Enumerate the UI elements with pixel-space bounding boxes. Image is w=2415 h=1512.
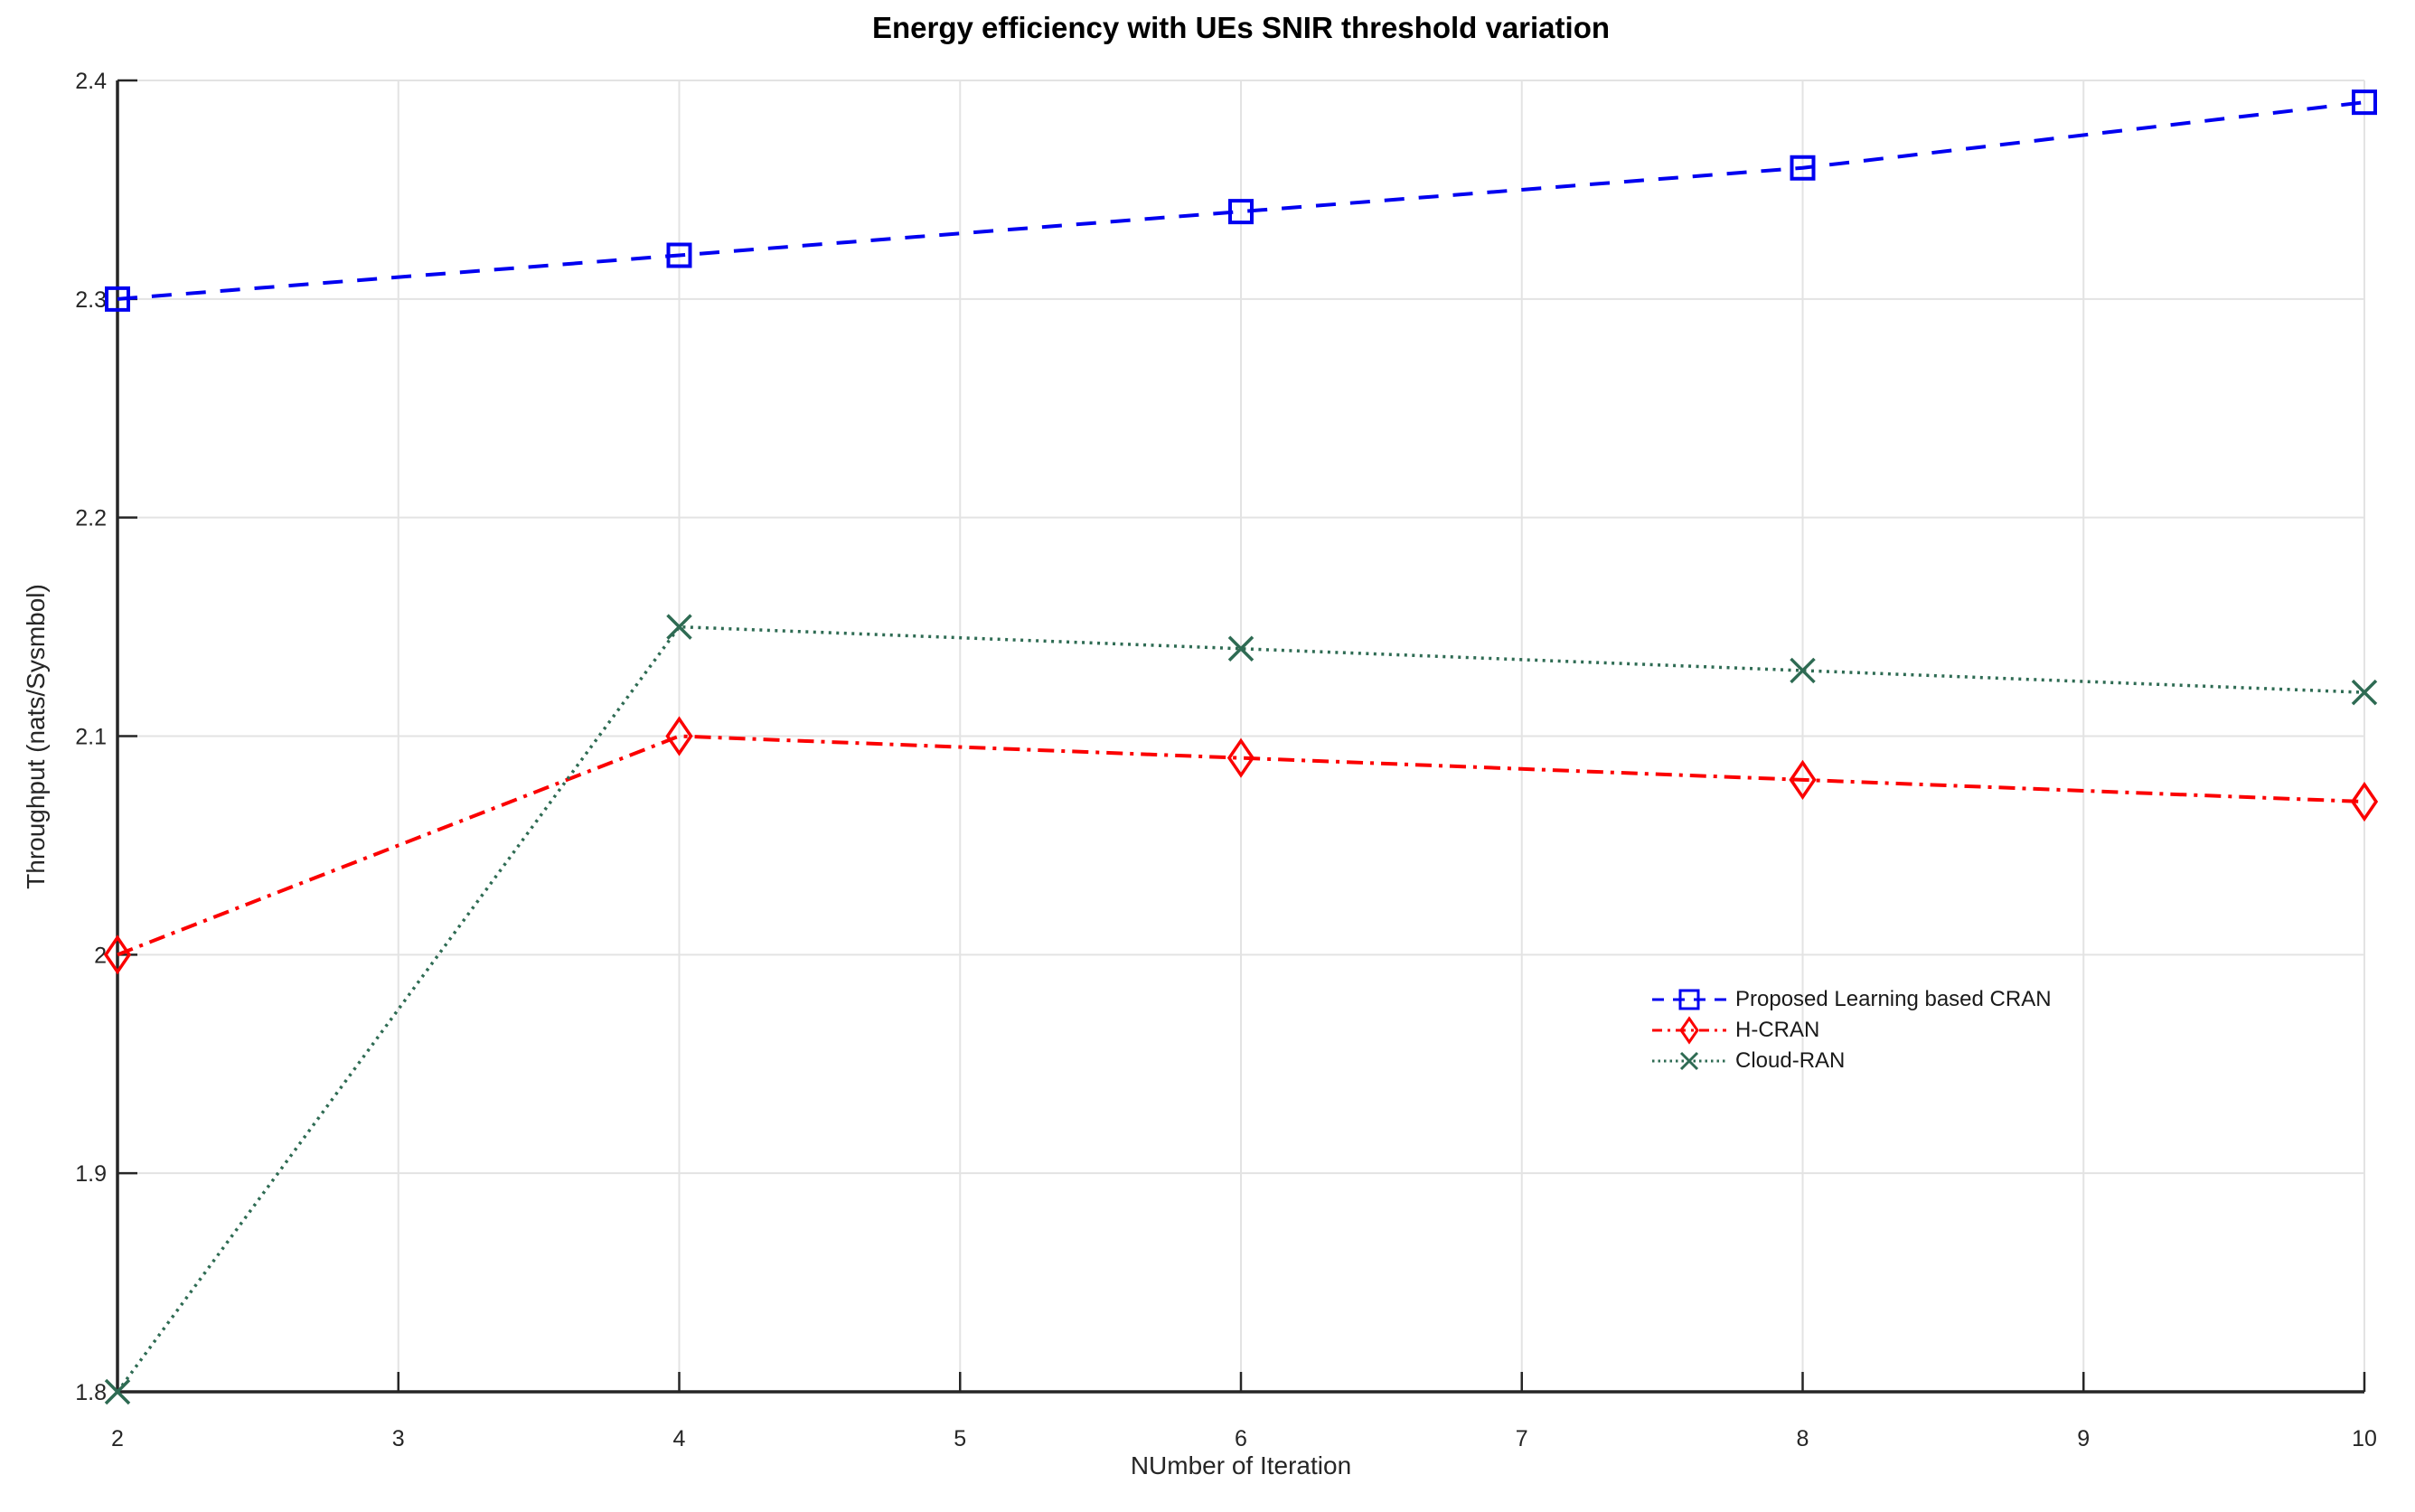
x-tick-label: 6 xyxy=(1235,1426,1247,1451)
legend-sample-proposed-cran xyxy=(1652,989,1726,1010)
marker-x xyxy=(666,614,692,640)
x-axis-label: NUmber of Iteration xyxy=(1130,1451,1352,1479)
x-tick-label: 4 xyxy=(673,1426,686,1451)
x-tick-label: 8 xyxy=(1797,1426,1809,1451)
x-tick-label: 5 xyxy=(954,1426,966,1451)
y-tick-label: 1.9 xyxy=(75,1161,107,1187)
legend-label: Proposed Learning based CRAN xyxy=(1735,987,2052,1011)
legend-sample-marker-diamond xyxy=(1679,1016,1699,1045)
series-line-diamond xyxy=(117,734,2365,957)
marker-diamond xyxy=(1789,759,1817,800)
y-tick-label: 2.1 xyxy=(75,725,107,750)
y-tick-label: 2 xyxy=(94,943,107,968)
x-tick-label: 2 xyxy=(111,1426,124,1451)
marker-x xyxy=(2351,679,2378,706)
x-tick-label: 3 xyxy=(392,1426,405,1451)
marker-square xyxy=(666,242,692,268)
marker-x xyxy=(1790,657,1816,684)
marker-x xyxy=(1227,635,1254,662)
legend-sample-marker-square xyxy=(1678,989,1700,1010)
chart-title: Energy efficiency with UEs SNIR threshol… xyxy=(871,11,1611,44)
marker-square xyxy=(1228,199,1254,225)
legend: Proposed Learning based CRAN H-CRAN Clou… xyxy=(1650,984,2052,1076)
marker-x xyxy=(104,1378,131,1405)
y-tick-label: 2.3 xyxy=(75,287,107,313)
y-axis-label: Throughput (nats/Sysmbol) xyxy=(22,584,50,889)
legend-label: H-CRAN xyxy=(1735,1018,1820,1042)
legend-row: H-CRAN xyxy=(1650,1015,2052,1046)
x-tick-label: 9 xyxy=(2077,1426,2090,1451)
marker-square xyxy=(105,286,130,312)
legend-label: Cloud-RAN xyxy=(1735,1048,1846,1073)
marker-square xyxy=(2352,89,2377,116)
marker-diamond xyxy=(665,716,693,756)
y-tick-label: 1.8 xyxy=(75,1380,107,1405)
y-tick-label: 2.4 xyxy=(75,69,107,94)
marker-square xyxy=(1790,155,1816,181)
legend-row: Cloud-RAN xyxy=(1650,1046,2052,1076)
x-tick-label: 10 xyxy=(2352,1426,2377,1451)
series-line-x xyxy=(116,625,2365,1394)
legend-sample-h-cran xyxy=(1652,1016,1726,1045)
marker-diamond xyxy=(2350,781,2379,822)
legend-row: Proposed Learning based CRAN xyxy=(1650,984,2052,1015)
marker-diamond xyxy=(103,934,132,975)
legend-sample-marker-x xyxy=(1679,1051,1699,1071)
legend-sample-cloud-ran xyxy=(1652,1051,1726,1071)
marker-diamond xyxy=(1226,737,1255,778)
x-tick-label: 7 xyxy=(1516,1426,1528,1451)
y-tick-label: 2.2 xyxy=(75,506,107,531)
